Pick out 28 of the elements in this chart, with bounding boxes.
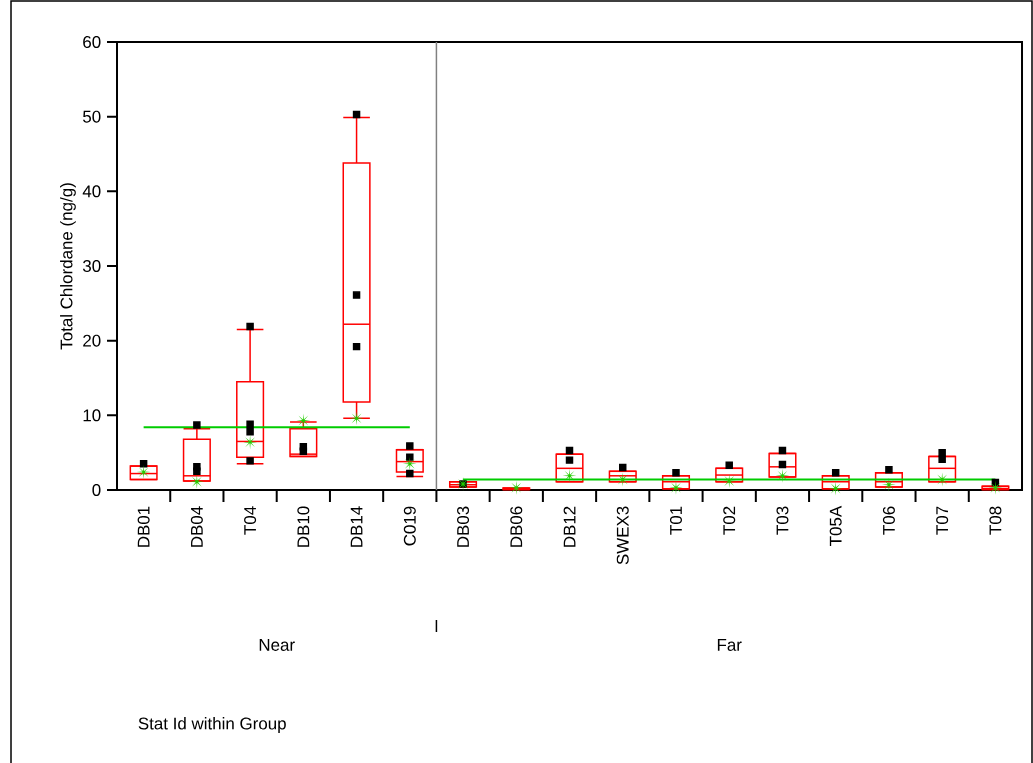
text: Stat Id within Group <box>138 717 286 733</box>
x-tick-label: T05A <box>829 505 842 546</box>
y-tick-label: 0 <box>92 483 101 496</box>
x-tick-label: DB14 <box>350 506 363 547</box>
x-tick-label: DB04 <box>190 506 203 547</box>
text: Near <box>259 639 295 651</box>
x-tick-label: T07 <box>936 506 949 535</box>
x-tick-label: C019 <box>403 506 416 546</box>
y-axis-title: Total Chlordane (ng/g) <box>60 183 76 350</box>
x-tick-label: DB12 <box>563 506 576 547</box>
x-tick-label: T04 <box>244 506 257 535</box>
x-tick-label: T01 <box>669 506 682 535</box>
y-tick-label: 20 <box>83 334 101 347</box>
text: Far <box>717 639 742 651</box>
y-tick-label: 60 <box>83 35 101 48</box>
y-tick-label: 50 <box>83 110 101 123</box>
y-tick-label: 40 <box>82 185 101 198</box>
x-tick-label: DB10 <box>297 506 310 547</box>
x-tick-label: T06 <box>882 506 895 535</box>
x-tick-label: DB06 <box>510 506 523 547</box>
y-tick-label: 30 <box>82 259 101 272</box>
x-tick-label: SWEX3 <box>616 506 629 565</box>
x-tick-label: DB03 <box>457 506 470 547</box>
x-tick-label: DB01 <box>137 506 150 547</box>
x-tick-label: T03 <box>776 506 789 535</box>
y-tick-label: 10 <box>83 409 101 422</box>
x-tick-label: T08 <box>989 506 1002 535</box>
x-tick-label: T02 <box>723 506 736 535</box>
